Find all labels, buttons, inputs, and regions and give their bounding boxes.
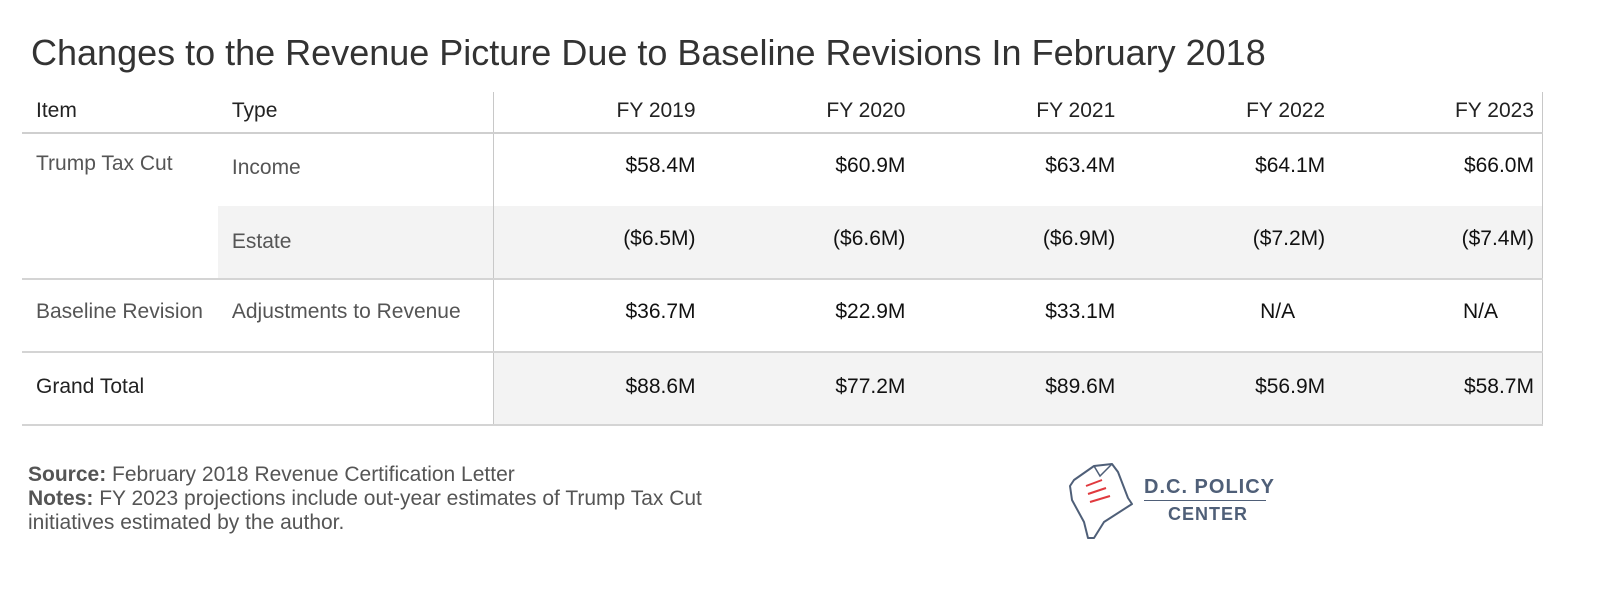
chart-footnotes: Source: February 2018 Revenue Certificat… — [28, 463, 788, 535]
source-label: Source: — [28, 463, 107, 486]
logo-line-2: CENTER — [1168, 504, 1249, 524]
row-item-label: Grand Total — [36, 375, 145, 398]
value-cell: ($6.6M) — [703, 206, 914, 278]
value-cell: $36.7M — [625, 300, 696, 323]
value-cell: ($6.5M) — [493, 206, 704, 278]
chart-title: Changes to the Revenue Picture Due to Ba… — [31, 32, 1266, 73]
value-cell: $63.4M — [1045, 154, 1116, 177]
value-cell: $88.6M — [493, 353, 704, 424]
row-type-label: Estate — [217, 206, 494, 278]
value-cell: $33.1M — [1045, 300, 1116, 323]
column-header-fy2023: FY 2023 — [1333, 92, 1543, 132]
column-header-fy2020: FY 2020 — [826, 99, 906, 122]
row-item-label: Baseline Revision — [36, 300, 203, 323]
column-header-type: Type — [218, 92, 494, 132]
notes-line: Notes: FY 2023 projections include out-y… — [28, 487, 788, 535]
value-cell: ($6.9M) — [913, 206, 1124, 278]
value-cell: $89.6M — [913, 353, 1124, 424]
notes-label: Notes: — [28, 487, 94, 510]
value-cell: ($7.4M) — [1333, 206, 1543, 278]
row-type-label: Income — [218, 134, 494, 206]
row-item-label — [22, 206, 218, 278]
value-cell: $66.0M — [1333, 134, 1543, 206]
table-row-grand-total: Grand Total $88.6M $77.2M $89.6M $56.9M … — [22, 353, 1543, 426]
logo-line-1: D.C. POLICY — [1144, 476, 1276, 498]
column-header-fy2019: FY 2019 — [616, 99, 696, 122]
value-cell: N/A — [1260, 300, 1296, 323]
column-header-fy2022: FY 2022 — [1246, 99, 1326, 122]
dc-policy-center-logo: D.C. POLICY CENTER — [1064, 458, 1284, 548]
source-text: February 2018 Revenue Certification Lett… — [112, 463, 515, 486]
table-row-trump-income: Trump Tax Cut Income $58.4M $60.9M $63.4… — [22, 134, 1543, 206]
row-type-label: Adjustments to Revenue — [218, 280, 494, 351]
table-header-row: Item Type FY 2019 FY 2020 FY 2021 FY 202… — [22, 92, 1543, 134]
column-header-fy2021: FY 2021 — [1036, 99, 1116, 122]
value-cell: $22.9M — [835, 300, 906, 323]
value-cell: $56.9M — [1123, 353, 1334, 424]
row-item-label: Trump Tax Cut — [36, 152, 173, 175]
column-header-item: Item — [36, 99, 77, 122]
notes-text: FY 2023 projections include out-year est… — [28, 487, 702, 534]
value-cell: $64.1M — [1255, 154, 1326, 177]
table-row-trump-estate: Estate ($6.5M) ($6.6M) ($6.9M) ($7.2M) (… — [22, 206, 1543, 280]
dc-map-document-icon — [1069, 463, 1133, 539]
value-cell: $60.9M — [835, 154, 906, 177]
logo-divider — [1144, 500, 1266, 501]
revenue-table: Item Type FY 2019 FY 2020 FY 2021 FY 202… — [22, 92, 1544, 426]
value-cell: $58.4M — [625, 154, 696, 177]
value-cell: ($7.2M) — [1123, 206, 1334, 278]
value-cell: $58.7M — [1333, 353, 1543, 424]
row-type-label — [218, 353, 494, 424]
source-line: Source: February 2018 Revenue Certificat… — [28, 463, 788, 487]
value-cell: N/A — [1333, 280, 1544, 351]
value-cell: $77.2M — [703, 353, 914, 424]
table-row-baseline-revision: Baseline Revision Adjustments to Revenue… — [22, 280, 1544, 353]
